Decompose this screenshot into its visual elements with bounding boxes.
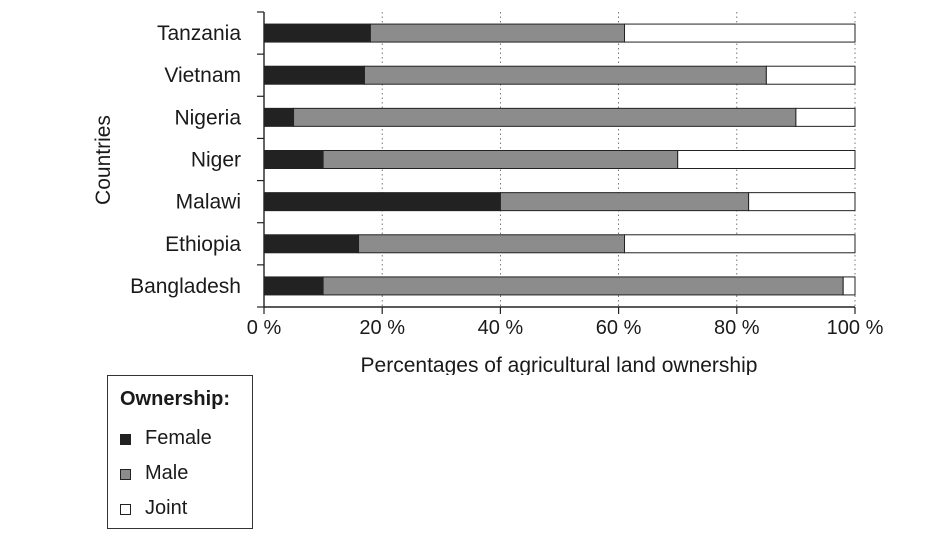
x-tick-labels: 0 % 20 % 40 % 60 % 80 % 100 % xyxy=(247,317,884,339)
bar-male-niger xyxy=(322,150,679,169)
bar-joint-niger xyxy=(677,150,856,169)
bar-female-vietnam xyxy=(263,65,365,85)
bar-female-malawi xyxy=(263,192,501,212)
axes xyxy=(257,11,856,314)
bar-joint-tanzania xyxy=(624,23,856,43)
x-tick-label: 0 % xyxy=(247,317,282,339)
bar-joint-malawi xyxy=(748,192,856,212)
x-tick-label: 20 % xyxy=(359,317,405,339)
legend-item-female: Female xyxy=(120,426,212,450)
bar-joint-nigeria xyxy=(795,107,856,127)
bar-male-bangladesh xyxy=(322,276,844,296)
legend-label: Male xyxy=(145,462,189,484)
bar-joint-ethiopia xyxy=(624,234,856,254)
legend-swatch xyxy=(120,469,131,480)
legend-item-joint: Joint xyxy=(120,496,187,520)
y-tick-label: Ethiopia xyxy=(165,233,241,256)
y-tick-labels: Tanzania Vietnam Nigeria Niger Malawi Ethiopi… xyxy=(130,22,241,298)
bars xyxy=(263,23,856,296)
legend-swatch xyxy=(120,504,131,515)
legend-title: Ownership: xyxy=(120,388,231,410)
bar-male-vietnam xyxy=(363,65,767,85)
legend-label: Joint xyxy=(145,497,188,519)
y-tick-label: Bangladesh xyxy=(130,275,241,298)
bar-female-tanzania xyxy=(263,23,371,43)
legend-label: Female xyxy=(145,427,212,449)
bar-male-nigeria xyxy=(293,107,797,127)
bar-male-tanzania xyxy=(369,23,626,43)
bar-female-niger xyxy=(263,150,324,169)
x-axis-title: Percentages of agricultural land ownersh… xyxy=(361,354,758,375)
x-tick-label: 80 % xyxy=(714,317,760,339)
y-tick-label: Tanzania xyxy=(157,22,241,45)
legend-swatch xyxy=(120,434,131,445)
bar-male-malawi xyxy=(499,192,750,212)
y-axis-title: Countries xyxy=(92,115,115,205)
bar-female-ethiopia xyxy=(263,234,360,254)
bar-male-ethiopia xyxy=(358,234,626,254)
bar-joint-vietnam xyxy=(765,65,856,85)
y-tick-label: Vietnam xyxy=(164,64,241,87)
x-tick-label: 100 % xyxy=(827,317,884,339)
y-tick-label: Nigeria xyxy=(174,106,241,129)
x-tick-label: 40 % xyxy=(478,317,524,339)
chart: Tanzania Vietnam Nigeria Niger Malawi Ethiopi… xyxy=(92,11,884,375)
y-tick-label: Niger xyxy=(191,149,241,172)
bar-female-nigeria xyxy=(263,107,295,127)
legend: Ownership: Female Male Joint xyxy=(107,375,253,529)
legend-item-male: Male xyxy=(120,461,188,485)
bar-joint-bangladesh xyxy=(842,276,856,296)
y-tick-label: Malawi xyxy=(176,191,241,214)
x-tick-label: 60 % xyxy=(596,317,642,339)
bar-female-bangladesh xyxy=(263,276,324,296)
